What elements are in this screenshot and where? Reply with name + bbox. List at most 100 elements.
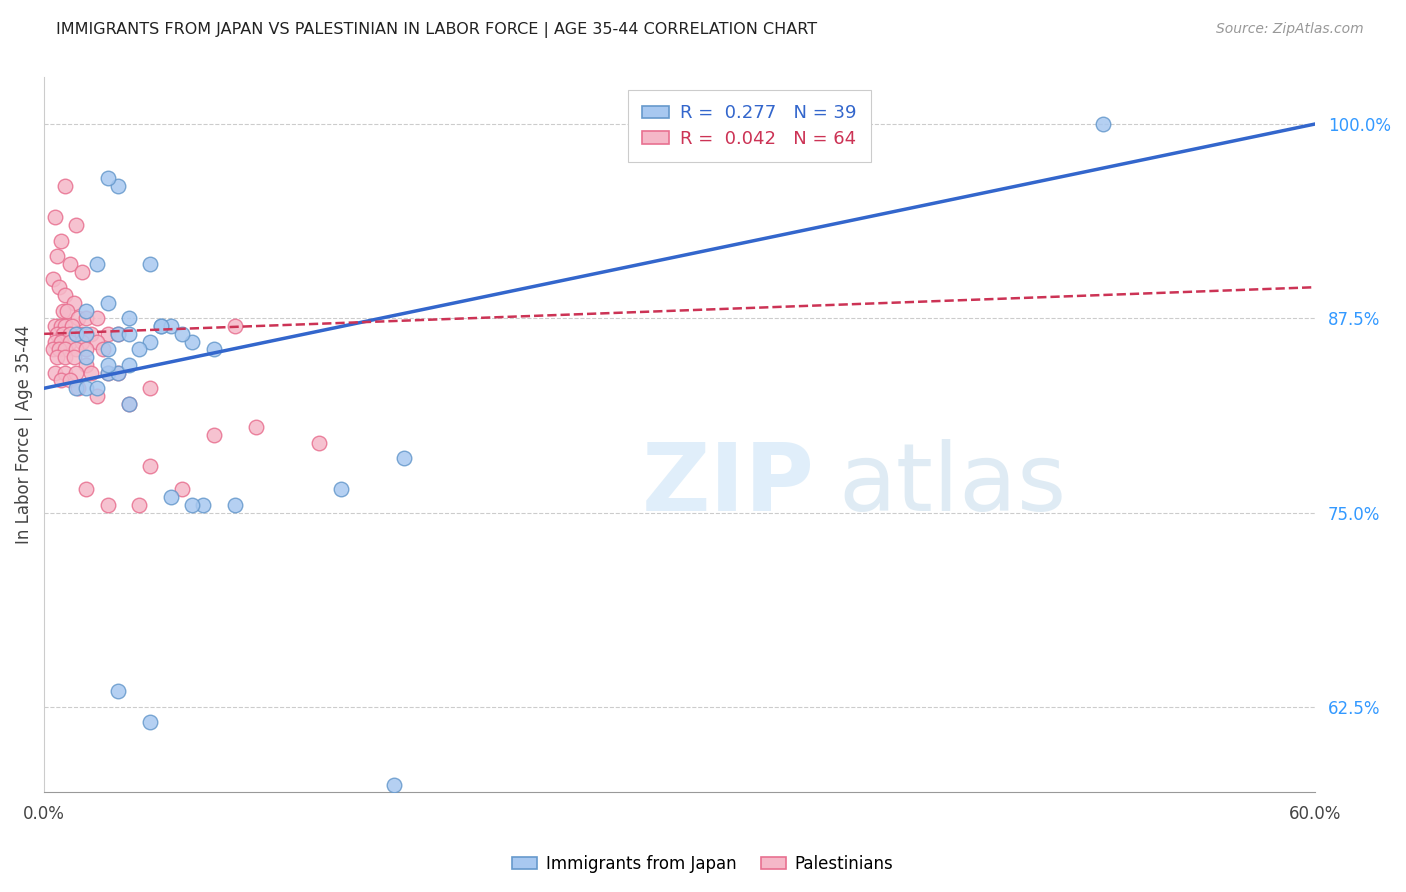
- Point: [202, 343, 225, 357]
- Point: [181, 334, 204, 349]
- Point: [75, 326, 97, 341]
- Point: [75, 482, 97, 496]
- Point: [48, 280, 70, 294]
- Point: [62, 295, 84, 310]
- Point: [52, 326, 75, 341]
- Point: [308, 435, 330, 450]
- Point: [45, 249, 67, 263]
- Point: [70, 334, 93, 349]
- Point: [45, 326, 67, 341]
- Point: [52, 303, 75, 318]
- Point: [65, 381, 87, 395]
- Point: [139, 458, 162, 473]
- Point: [382, 778, 405, 792]
- Text: IMMIGRANTS FROM JAPAN VS PALESTINIAN IN LABOR FORCE | AGE 35-44 CORRELATION CHAR: IMMIGRANTS FROM JAPAN VS PALESTINIAN IN …: [56, 22, 817, 38]
- Point: [80, 366, 103, 380]
- Point: [160, 319, 183, 334]
- Point: [86, 381, 108, 395]
- Point: [107, 366, 129, 380]
- Point: [93, 343, 115, 357]
- Legend: R =  0.277   N = 39, R =  0.042   N = 64: R = 0.277 N = 39, R = 0.042 N = 64: [627, 90, 870, 162]
- Point: [48, 343, 70, 357]
- Point: [139, 257, 162, 271]
- Point: [97, 326, 120, 341]
- Point: [86, 311, 108, 326]
- Point: [53, 343, 76, 357]
- Point: [118, 326, 141, 341]
- Point: [75, 311, 97, 326]
- Point: [80, 326, 103, 341]
- Point: [66, 381, 89, 395]
- Point: [202, 428, 225, 442]
- Point: [44, 319, 66, 334]
- Point: [49, 319, 72, 334]
- Y-axis label: In Labor Force | Age 35-44: In Labor Force | Age 35-44: [15, 326, 32, 544]
- Point: [139, 381, 162, 395]
- Point: [107, 326, 129, 341]
- Point: [62, 350, 84, 364]
- Point: [170, 326, 193, 341]
- Point: [66, 311, 89, 326]
- Point: [160, 490, 183, 504]
- Text: atlas: atlas: [838, 439, 1067, 531]
- Point: [86, 389, 108, 403]
- Point: [58, 257, 80, 271]
- Point: [41, 272, 63, 286]
- Point: [75, 303, 97, 318]
- Point: [45, 350, 67, 364]
- Point: [224, 498, 246, 512]
- Point: [97, 498, 120, 512]
- Point: [86, 334, 108, 349]
- Point: [107, 366, 129, 380]
- Point: [107, 684, 129, 698]
- Point: [1092, 117, 1115, 131]
- Point: [65, 218, 87, 232]
- Text: ZIP: ZIP: [641, 439, 814, 531]
- Point: [53, 179, 76, 194]
- Point: [49, 374, 72, 388]
- Point: [44, 211, 66, 225]
- Point: [392, 451, 415, 466]
- Point: [49, 334, 72, 349]
- Point: [149, 319, 172, 334]
- Point: [329, 482, 352, 496]
- Point: [139, 334, 162, 349]
- Point: [70, 265, 93, 279]
- Point: [149, 319, 172, 334]
- Point: [107, 326, 129, 341]
- Point: [75, 350, 97, 364]
- Point: [128, 498, 150, 512]
- Point: [75, 381, 97, 395]
- Point: [53, 366, 76, 380]
- Point: [53, 350, 76, 364]
- Point: [60, 319, 83, 334]
- Point: [107, 179, 129, 194]
- Point: [41, 343, 63, 357]
- Point: [97, 366, 120, 380]
- Point: [224, 319, 246, 334]
- Point: [66, 326, 89, 341]
- Point: [70, 326, 93, 341]
- Point: [75, 358, 97, 372]
- Point: [181, 498, 204, 512]
- Point: [58, 334, 80, 349]
- Point: [44, 366, 66, 380]
- Point: [58, 374, 80, 388]
- Point: [56, 303, 79, 318]
- Point: [53, 288, 76, 302]
- Point: [128, 343, 150, 357]
- Point: [118, 397, 141, 411]
- Point: [170, 482, 193, 496]
- Text: Source: ZipAtlas.com: Source: ZipAtlas.com: [1216, 22, 1364, 37]
- Point: [86, 257, 108, 271]
- Point: [97, 358, 120, 372]
- Point: [65, 326, 87, 341]
- Point: [49, 234, 72, 248]
- Point: [75, 343, 97, 357]
- Point: [118, 397, 141, 411]
- Legend: Immigrants from Japan, Palestinians: Immigrants from Japan, Palestinians: [506, 848, 900, 880]
- Point: [97, 366, 120, 380]
- Point: [58, 326, 80, 341]
- Point: [118, 311, 141, 326]
- Point: [139, 715, 162, 730]
